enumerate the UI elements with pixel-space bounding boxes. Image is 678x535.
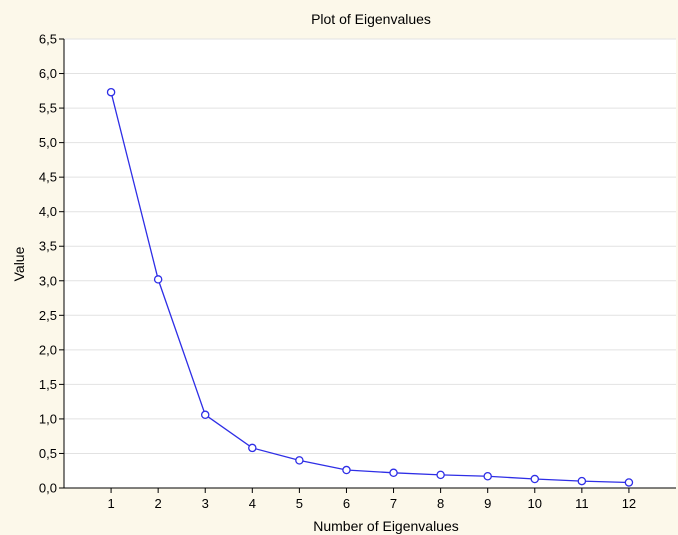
x-tick-label: 11: [575, 496, 589, 511]
data-point: [342, 465, 351, 475]
y-tick-label: 6,5: [39, 32, 57, 47]
y-tick-label: 5,0: [39, 135, 57, 150]
y-tick-label: 1,5: [39, 377, 57, 392]
y-tick-label: 5,5: [39, 101, 57, 116]
axes-layer: [63, 39, 676, 489]
data-point: [389, 468, 398, 478]
data-point: [436, 470, 445, 480]
x-tick-label: 9: [484, 496, 491, 511]
series-layer: [106, 87, 634, 487]
data-point: [483, 472, 492, 481]
y-axis-label: Value: [11, 246, 27, 281]
y-tick-label: 4,5: [39, 170, 57, 185]
data-point: [295, 456, 304, 465]
x-tick-label: 8: [437, 496, 444, 511]
data-point: [530, 474, 540, 484]
y-tick-label: 1,0: [39, 411, 57, 426]
grid-layer: [64, 38, 676, 454]
x-tick-label: 1: [107, 496, 114, 511]
y-tick-label: 0,5: [39, 446, 57, 461]
x-tick-label: 4: [249, 496, 256, 511]
x-tick-label: 2: [155, 496, 162, 511]
y-tick-label: 4,0: [39, 204, 57, 219]
x-tick-label: 10: [528, 496, 542, 511]
x-tick-label: 12: [622, 496, 636, 511]
y-tick-label: 3,5: [39, 239, 57, 254]
data-point: [624, 478, 634, 487]
y-tick-label: 2,0: [39, 342, 57, 357]
y-tick-label: 6,0: [39, 66, 57, 81]
x-tick-label: 3: [202, 496, 209, 511]
data-point: [248, 443, 257, 453]
x-axis-label: Number of Eigenvalues: [313, 518, 459, 534]
plot-area: [64, 39, 676, 488]
y-tick-label: 2,5: [39, 308, 57, 323]
y-tick-label: 3,0: [39, 273, 57, 288]
eigenvalue-series-line: [110, 92, 629, 484]
x-tick-label: 7: [390, 496, 397, 511]
data-point: [577, 476, 587, 486]
data-point: [153, 275, 163, 284]
x-tick-label: 6: [343, 496, 350, 511]
data-point: [200, 410, 210, 420]
x-tick-label: 5: [296, 496, 303, 511]
chart-title: Plot of Eigenvalues: [311, 11, 431, 27]
data-point: [106, 87, 116, 97]
ticks-layer: 0,0 0,5 1,0 1,5 2,0 2,5 3,0 3,5 4,0 4,5 5,0 5,5 6,0 6…: [39, 32, 636, 512]
y-tick-label: 0,0: [39, 481, 57, 496]
